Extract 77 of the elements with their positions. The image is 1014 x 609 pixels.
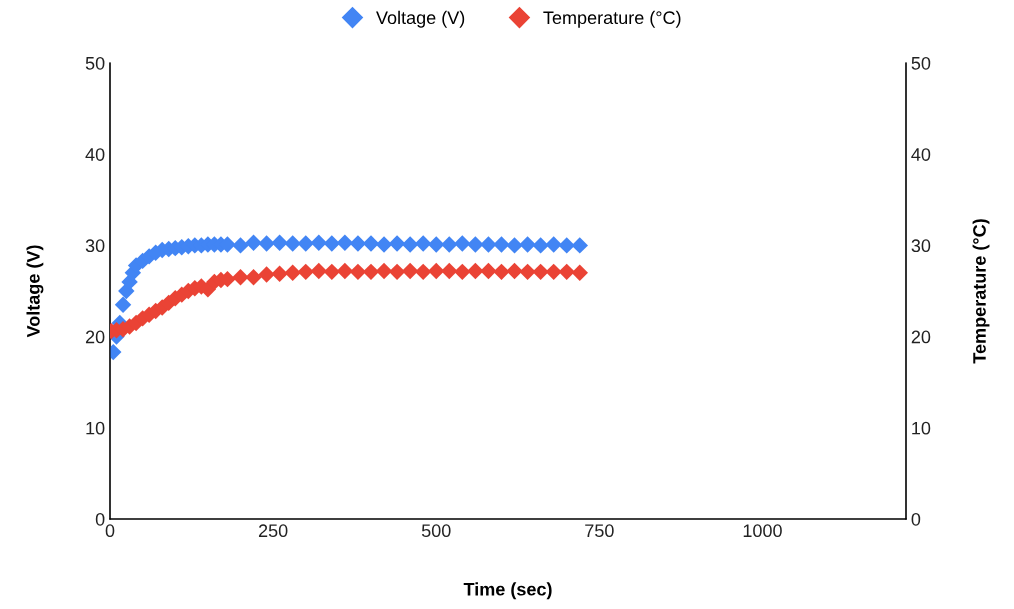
point — [114, 296, 132, 313]
point — [232, 237, 249, 254]
x-tick-label: 750 — [585, 524, 614, 538]
point — [480, 236, 497, 253]
point — [388, 235, 406, 252]
point — [428, 236, 445, 253]
y2-tick-label: 50 — [911, 56, 931, 70]
y-tick-label: 40 — [85, 148, 105, 161]
point — [506, 237, 523, 254]
point — [245, 269, 262, 286]
x-tick-label: 0 — [105, 524, 115, 538]
x-tick-label: 500 — [421, 524, 451, 538]
point — [323, 263, 341, 281]
point — [336, 234, 354, 251]
y-tick-label: 20 — [85, 330, 105, 344]
x-tick-label: 250 — [258, 524, 288, 538]
point — [480, 262, 497, 280]
point — [428, 262, 445, 280]
point — [362, 235, 380, 252]
point — [414, 235, 432, 252]
point — [414, 263, 432, 281]
point — [375, 262, 393, 280]
point — [258, 266, 275, 283]
y-tick-label: 50 — [85, 56, 105, 70]
point — [506, 262, 523, 280]
point — [571, 264, 588, 281]
y2-tick-label: 10 — [912, 421, 931, 435]
point — [362, 263, 380, 281]
point — [310, 234, 327, 251]
point — [284, 235, 301, 252]
legend-label: Voltage (V) — [376, 10, 465, 28]
point — [297, 235, 314, 252]
point — [493, 236, 510, 253]
point — [401, 236, 419, 253]
y2-axis-title: Temperature (°C) — [972, 219, 990, 364]
y-axis-title: Voltage (V) — [26, 245, 44, 338]
point — [467, 262, 484, 280]
point — [375, 236, 393, 253]
point — [336, 262, 354, 280]
point — [441, 262, 458, 280]
point — [545, 263, 562, 281]
y2-tick-label: 0 — [911, 512, 921, 526]
point — [532, 263, 549, 281]
point — [493, 263, 510, 281]
point — [284, 264, 301, 281]
y2-tick-label: 30 — [911, 239, 931, 253]
point — [232, 269, 249, 286]
legend-label: Temperature (°C) — [543, 10, 681, 28]
point — [323, 235, 341, 252]
point — [310, 262, 327, 280]
point — [441, 236, 458, 253]
point — [558, 237, 575, 254]
point — [401, 262, 419, 280]
x-axis-title: Time (sec) — [463, 582, 552, 600]
y-tick-label: 30 — [85, 239, 105, 253]
point — [349, 235, 367, 252]
point — [271, 265, 288, 282]
y-tick-label: 10 — [86, 421, 105, 435]
point — [297, 263, 314, 281]
point — [467, 236, 484, 253]
point — [519, 236, 536, 253]
point — [545, 236, 562, 253]
point — [532, 237, 549, 254]
point — [454, 263, 471, 281]
point — [519, 263, 536, 281]
y2-tick-label: 20 — [911, 330, 931, 344]
y2-tick-label: 40 — [911, 148, 931, 161]
point — [571, 237, 588, 254]
point — [258, 235, 275, 252]
point — [271, 234, 288, 251]
point — [558, 263, 575, 281]
point — [349, 263, 367, 281]
y-tick-label: 0 — [95, 512, 105, 526]
x-tick-label: 1000 — [743, 524, 782, 538]
point — [388, 263, 406, 281]
point — [245, 234, 262, 251]
point — [454, 235, 471, 252]
